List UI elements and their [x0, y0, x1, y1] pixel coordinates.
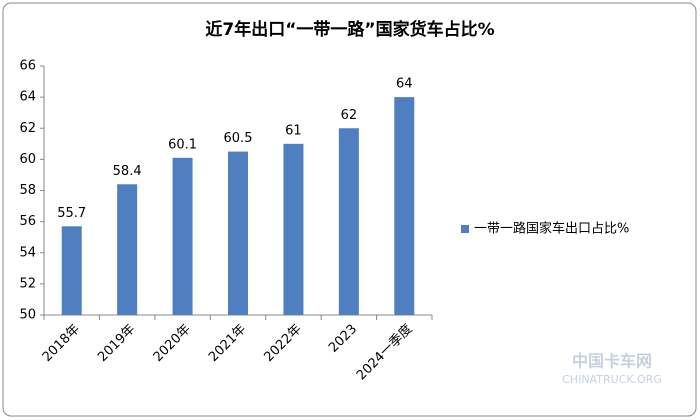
bar: [61, 226, 82, 315]
value-label: 62: [341, 108, 358, 123]
watermark: CHINATRUCK.ORG: [562, 373, 662, 386]
bar: [117, 184, 138, 315]
value-label: 55.7: [57, 206, 86, 221]
y-tick-label: 58: [19, 183, 36, 198]
chart-title: 近7年出口“一带一路”国家货车占比%: [205, 19, 494, 40]
y-tick-label: 64: [19, 90, 36, 105]
value-label: 60.1: [168, 137, 197, 152]
legend-marker: [461, 225, 469, 233]
y-tick-label: 52: [19, 276, 36, 291]
y-tick-label: 62: [19, 121, 36, 136]
value-label: 60.5: [224, 131, 253, 146]
legend-label: 一带一路国家车出口占比%: [474, 221, 629, 237]
value-label: 58.4: [113, 164, 142, 179]
y-tick-label: 66: [19, 59, 36, 74]
bar: [228, 151, 248, 315]
y-tick-label: 56: [19, 214, 36, 229]
bar: [172, 157, 193, 315]
value-label: 64: [396, 77, 413, 92]
watermark: 中国卡车网: [572, 352, 652, 371]
bar: [338, 128, 359, 315]
value-label: 61: [285, 123, 302, 138]
bar: [394, 97, 415, 315]
y-tick-label: 54: [19, 245, 36, 260]
bar: [283, 143, 304, 315]
y-tick-label: 50: [19, 308, 36, 323]
y-tick-label: 60: [19, 152, 36, 167]
